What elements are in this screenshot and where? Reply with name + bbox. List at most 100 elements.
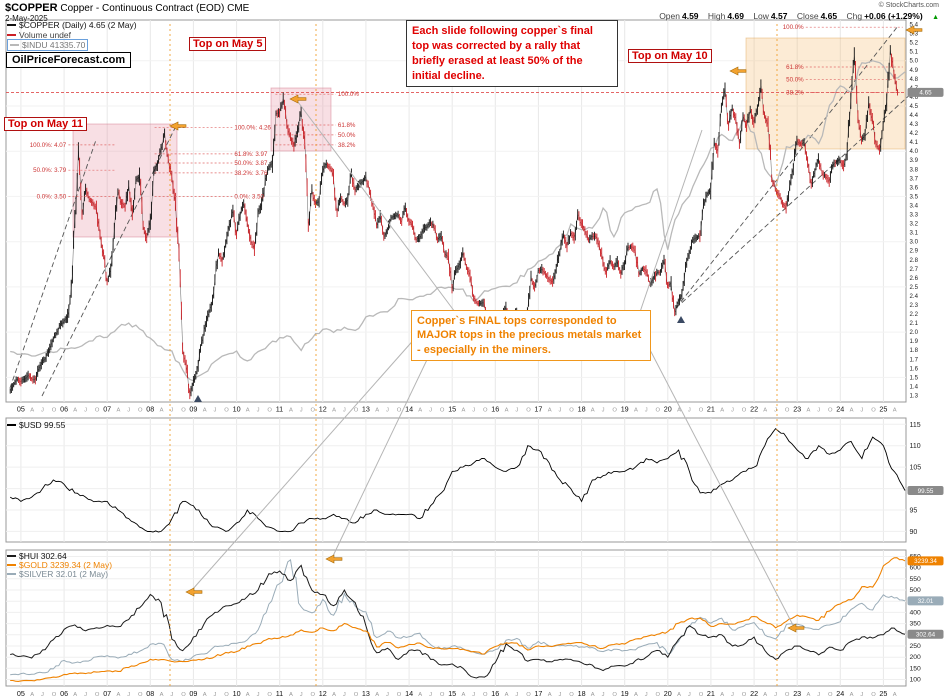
svg-text:J: J (645, 408, 648, 414)
svg-text:J: J (300, 692, 303, 698)
svg-text:09: 09 (189, 405, 197, 414)
svg-text:J: J (515, 692, 518, 698)
title-rest: Copper - Continuous Contract (EOD) CME (60, 3, 250, 14)
svg-text:O: O (483, 692, 488, 698)
svg-text:A: A (289, 692, 293, 698)
svg-text:O: O (224, 692, 229, 698)
svg-text:O: O (483, 408, 488, 414)
svg-text:A: A (375, 692, 379, 698)
svg-text:23: 23 (793, 405, 801, 414)
svg-text:3.2: 3.2 (910, 221, 919, 228)
svg-text:105: 105 (910, 465, 922, 472)
svg-text:302.64: 302.64 (916, 632, 936, 639)
svg-text:J: J (602, 408, 605, 414)
svg-text:O: O (311, 408, 316, 414)
svg-text:O: O (526, 408, 531, 414)
svg-text:A: A (720, 408, 724, 414)
svg-text:J: J (343, 692, 346, 698)
svg-text:J: J (515, 408, 518, 414)
svg-text:100.0%: 100.0% (783, 24, 804, 31)
svg-text:550: 550 (910, 576, 922, 583)
svg-text:O: O (656, 408, 661, 414)
svg-text:3.8: 3.8 (910, 166, 919, 173)
chart-title: $COPPER Copper - Continuous Contract (EO… (5, 2, 249, 14)
svg-text:12: 12 (319, 405, 327, 414)
close-value: 4.65 (820, 11, 838, 21)
svg-text:09: 09 (189, 689, 197, 698)
svg-text:2.9: 2.9 (910, 248, 919, 255)
svg-text:2.3: 2.3 (910, 302, 919, 309)
chg-value: +0.06 (+1.29%) (864, 11, 923, 21)
svg-text:J: J (817, 692, 820, 698)
svg-text:14: 14 (405, 405, 413, 414)
svg-text:50.0%: 50.0% (786, 77, 804, 84)
silver-line-marker-icon (7, 573, 16, 575)
svg-text:O: O (181, 692, 186, 698)
svg-text:21: 21 (707, 689, 715, 698)
svg-text:A: A (893, 408, 897, 414)
svg-text:A: A (203, 408, 207, 414)
svg-text:18: 18 (578, 405, 586, 414)
svg-text:115: 115 (910, 422, 921, 429)
svg-text:J: J (429, 692, 432, 698)
svg-text:11: 11 (276, 405, 283, 414)
svg-text:16: 16 (491, 405, 499, 414)
legend-volume: Volume undef (7, 30, 71, 40)
svg-text:A: A (763, 692, 767, 698)
svg-text:10: 10 (233, 405, 241, 414)
svg-text:18: 18 (578, 689, 586, 698)
svg-text:24: 24 (836, 405, 844, 414)
svg-text:O: O (699, 408, 704, 414)
annotation-top-may-5: Top on May 5 (189, 37, 267, 51)
svg-text:A: A (807, 692, 811, 698)
svg-text:250: 250 (910, 643, 922, 650)
svg-text:J: J (774, 692, 777, 698)
svg-text:16: 16 (491, 689, 499, 698)
svg-text:100.0%: 4.26: 100.0%: 4.26 (234, 125, 271, 132)
svg-text:A: A (591, 692, 595, 698)
svg-text:3.9: 3.9 (910, 157, 919, 164)
svg-text:400: 400 (910, 609, 922, 616)
symbol: $COPPER (5, 2, 58, 14)
svg-text:5.1: 5.1 (910, 49, 919, 56)
svg-text:A: A (73, 408, 77, 414)
svg-text:2.0: 2.0 (910, 329, 919, 336)
legend-hui: $HUI 302.64 (7, 551, 67, 561)
svg-text:38.2%: 3.76: 38.2%: 3.76 (234, 170, 268, 177)
high-value: 4.69 (727, 11, 744, 21)
svg-text:A: A (117, 408, 121, 414)
svg-text:1.6: 1.6 (910, 365, 919, 372)
svg-text:O: O (354, 692, 359, 698)
svg-text:A: A (634, 408, 638, 414)
svg-text:J: J (257, 408, 260, 414)
svg-text:3.0: 3.0 (910, 239, 919, 246)
svg-text:O: O (267, 692, 272, 698)
low-value: 4.57 (770, 11, 788, 21)
svg-text:12: 12 (319, 689, 327, 698)
svg-text:A: A (160, 408, 164, 414)
svg-text:O: O (440, 408, 445, 414)
legend-indu: $INDU 41335.70 (7, 39, 89, 51)
svg-text:J: J (84, 692, 87, 698)
svg-text:J: J (860, 692, 863, 698)
svg-text:22: 22 (750, 405, 758, 414)
svg-text:24: 24 (836, 689, 844, 698)
svg-text:A: A (807, 408, 811, 414)
svg-text:50.0%: 3.87: 50.0%: 3.87 (234, 160, 268, 167)
svg-text:A: A (462, 408, 466, 414)
svg-text:A: A (505, 408, 509, 414)
svg-text:61.8%: 3.97: 61.8%: 3.97 (234, 151, 268, 158)
svg-text:A: A (548, 408, 552, 414)
svg-text:A: A (117, 692, 121, 698)
svg-text:J: J (214, 692, 217, 698)
svg-text:5.4: 5.4 (910, 22, 919, 29)
svg-text:O: O (354, 408, 359, 414)
svg-text:J: J (386, 692, 389, 698)
svg-text:1.7: 1.7 (910, 356, 919, 363)
svg-text:J: J (41, 692, 44, 698)
svg-text:08: 08 (146, 689, 154, 698)
svg-text:06: 06 (60, 689, 68, 698)
svg-text:O: O (569, 408, 574, 414)
svg-text:J: J (429, 408, 432, 414)
open-label: Open (659, 11, 680, 21)
